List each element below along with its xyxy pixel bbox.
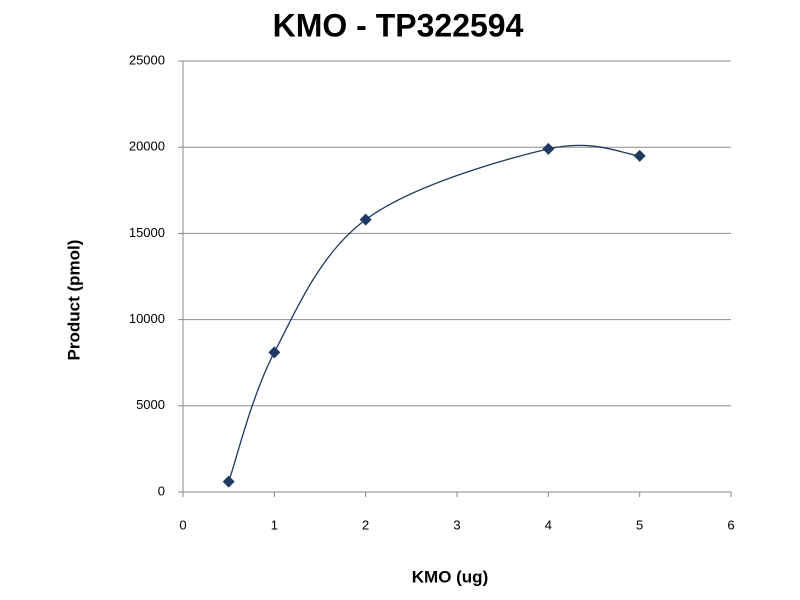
x-tick-label: 2 [362, 517, 369, 532]
y-tick-label: 20000 [129, 139, 165, 154]
chart-title: KMO - TP322594 [273, 7, 524, 43]
x-tick-label: 1 [271, 517, 278, 532]
y-tick-label: 15000 [129, 225, 165, 240]
x-tick-label: 5 [636, 517, 643, 532]
data-point [633, 149, 646, 162]
y-tick-label: 5000 [136, 397, 165, 412]
data-point [222, 475, 235, 488]
y-tick-label: 25000 [129, 52, 165, 67]
x-axis-title: KMO (ug) [412, 567, 488, 586]
data-point [359, 213, 372, 226]
data-point [542, 142, 555, 155]
data-point [268, 346, 281, 359]
x-tick-label: 3 [453, 517, 460, 532]
y-tick-label: 0 [158, 483, 165, 498]
series-line [228, 144, 640, 482]
x-tick-label: 4 [545, 517, 552, 532]
y-axis-title: Product (pmol) [64, 240, 83, 361]
x-tick-label: 6 [727, 517, 734, 532]
y-tick-label: 10000 [129, 311, 165, 326]
x-tick-label: 0 [179, 517, 186, 532]
